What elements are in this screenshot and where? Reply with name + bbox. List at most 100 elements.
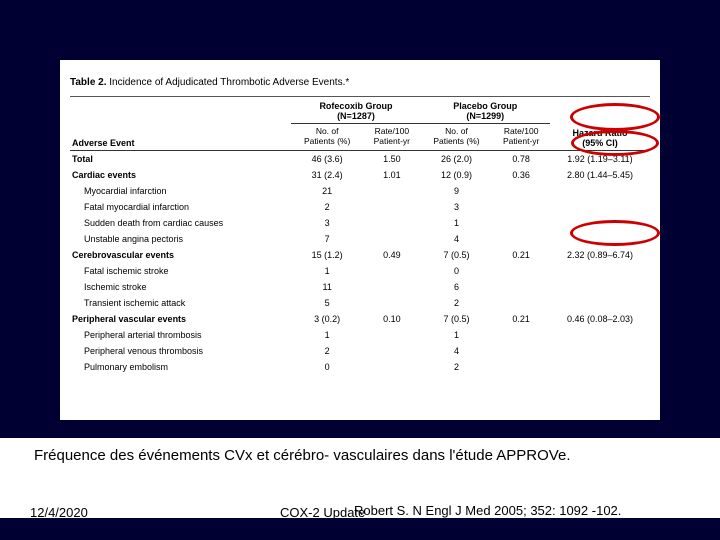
cell-r2 <box>492 359 550 375</box>
cell-hr: 0.46 (0.08–2.03) <box>550 311 650 327</box>
table-row: Peripheral venous thrombosis2 4 <box>70 343 650 359</box>
cell-n1: 11 <box>291 279 363 295</box>
adverse-events-table: Adverse Event Rofecoxib Group(N=1287) Pl… <box>70 97 650 375</box>
table-row: Peripheral vascular events3 (0.2)0.107 (… <box>70 311 650 327</box>
row-label: Total <box>70 151 291 168</box>
cell-n1: 7 <box>291 231 363 247</box>
cell-n1: 1 <box>291 263 363 279</box>
cell-r1 <box>363 359 421 375</box>
cell-r2 <box>492 215 550 231</box>
cell-hr <box>550 343 650 359</box>
table-row: Pulmonary embolism02 <box>70 359 650 375</box>
table-row: Myocardial infarction21 9 <box>70 183 650 199</box>
row-label: Fatal ischemic stroke <box>70 263 291 279</box>
table-title: Incidence of Adjudicated Thrombotic Adve… <box>107 77 350 88</box>
cell-r2 <box>492 199 550 215</box>
col-adverse-event: Adverse Event <box>70 97 291 151</box>
row-label: Cardiac events <box>70 167 291 183</box>
cell-n2: 1 <box>421 327 493 343</box>
cell-r1 <box>363 343 421 359</box>
row-label: Unstable angina pectoris <box>70 231 291 247</box>
cell-hr <box>550 295 650 311</box>
table-row: Fatal ischemic stroke1 0 <box>70 263 650 279</box>
cell-n2: 4 <box>421 343 493 359</box>
cell-hr <box>550 231 650 247</box>
table-title-bar: Table 2. Incidence of Adjudicated Thromb… <box>70 68 650 97</box>
cell-r1: 0.10 <box>363 311 421 327</box>
table-row: Cardiac events31 (2.4)1.0112 (0.9)0.362.… <box>70 167 650 183</box>
cell-n2: 0 <box>421 263 493 279</box>
cell-hr <box>550 215 650 231</box>
cell-n1: 3 <box>291 215 363 231</box>
table-row: Total46 (3.6)1.5026 (2.0)0.781.92 (1.19–… <box>70 151 650 168</box>
cell-n2: 9 <box>421 183 493 199</box>
cell-r1 <box>363 327 421 343</box>
cell-n1: 0 <box>291 359 363 375</box>
cell-n1: 21 <box>291 183 363 199</box>
table-row: Transient ischemic attack52 <box>70 295 650 311</box>
cell-r2: 0.36 <box>492 167 550 183</box>
cell-hr: 2.32 (0.89–6.74) <box>550 247 650 263</box>
cell-n1: 2 <box>291 199 363 215</box>
cell-n1: 2 <box>291 343 363 359</box>
cell-r2 <box>492 343 550 359</box>
table-row: Peripheral arterial thrombosis11 <box>70 327 650 343</box>
cell-r1: 1.50 <box>363 151 421 168</box>
cell-r2 <box>492 263 550 279</box>
row-label: Myocardial infarction <box>70 183 291 199</box>
cell-n2: 7 (0.5) <box>421 247 493 263</box>
table-body: Total46 (3.6)1.5026 (2.0)0.781.92 (1.19–… <box>70 151 650 376</box>
cell-hr <box>550 199 650 215</box>
cell-r1 <box>363 215 421 231</box>
subcol-rate-rofecoxib: Rate/100Patient-yr <box>363 124 421 151</box>
cell-r2 <box>492 231 550 247</box>
col-hazard-ratio: Hazard Ratio(95% CI) <box>550 97 650 151</box>
cell-r2 <box>492 183 550 199</box>
row-label: Peripheral vascular events <box>70 311 291 327</box>
cell-n2: 4 <box>421 231 493 247</box>
cell-n2: 2 <box>421 359 493 375</box>
table-group-header-row: Adverse Event Rofecoxib Group(N=1287) Pl… <box>70 97 650 124</box>
row-label: Fatal myocardial infarction <box>70 199 291 215</box>
cell-r1: 0.49 <box>363 247 421 263</box>
cell-n2: 26 (2.0) <box>421 151 493 168</box>
cell-r2: 0.78 <box>492 151 550 168</box>
cell-hr <box>550 279 650 295</box>
table-row: Sudden death from cardiac causes3 1 <box>70 215 650 231</box>
slide-caption: Fréquence des événements CVx et cérébro-… <box>30 445 690 466</box>
col-placebo: Placebo Group(N=1299) <box>421 97 550 124</box>
footer-center: COX-2 Update <box>280 505 365 520</box>
subcol-n-rofecoxib: No. ofPatients (%) <box>291 124 363 151</box>
cell-r1 <box>363 183 421 199</box>
cell-hr: 2.80 (1.44–5.45) <box>550 167 650 183</box>
table-panel: Table 2. Incidence of Adjudicated Thromb… <box>60 60 660 420</box>
cell-n2: 1 <box>421 215 493 231</box>
row-label: Sudden death from cardiac causes <box>70 215 291 231</box>
table-number: Table 2. <box>70 77 107 88</box>
cell-n1: 15 (1.2) <box>291 247 363 263</box>
cell-hr <box>550 327 650 343</box>
cell-r1 <box>363 263 421 279</box>
cell-n2: 3 <box>421 199 493 215</box>
cell-n1: 3 (0.2) <box>291 311 363 327</box>
table-row: Fatal myocardial infarction2 3 <box>70 199 650 215</box>
cell-r2: 0.21 <box>492 247 550 263</box>
cell-r1 <box>363 199 421 215</box>
subcol-n-placebo: No. ofPatients (%) <box>421 124 493 151</box>
cell-r1 <box>363 231 421 247</box>
row-label: Peripheral arterial thrombosis <box>70 327 291 343</box>
footer-date: 12/4/2020 <box>30 505 88 520</box>
cell-n1: 31 (2.4) <box>291 167 363 183</box>
table-row: Cerebrovascular events15 (1.2)0.497 (0.5… <box>70 247 650 263</box>
cell-n1: 5 <box>291 295 363 311</box>
cell-r1: 1.01 <box>363 167 421 183</box>
cell-n2: 7 (0.5) <box>421 311 493 327</box>
cell-r2: 0.21 <box>492 311 550 327</box>
cell-hr <box>550 263 650 279</box>
row-label: Peripheral venous thrombosis <box>70 343 291 359</box>
table-row: Unstable angina pectoris7 4 <box>70 231 650 247</box>
row-label: Transient ischemic attack <box>70 295 291 311</box>
cell-r2 <box>492 295 550 311</box>
cell-r2 <box>492 279 550 295</box>
cell-hr <box>550 359 650 375</box>
